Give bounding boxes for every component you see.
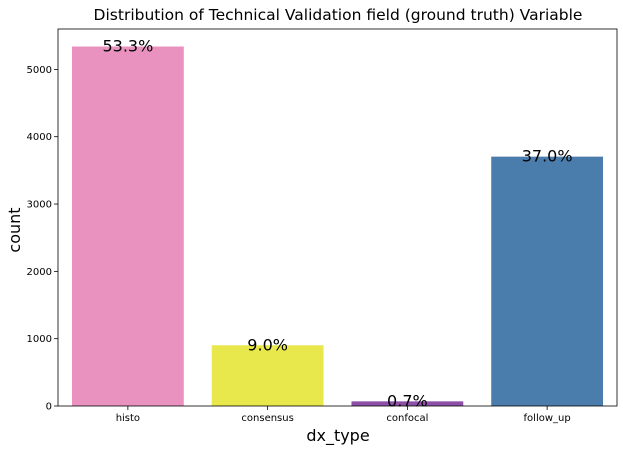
bar-histo <box>71 46 184 406</box>
y-tick-label: 0 <box>46 402 52 413</box>
plot-frame <box>57 28 618 407</box>
bar-confocal <box>351 401 464 406</box>
x-axis-label: dx_type <box>306 426 369 446</box>
x-tick-label: follow_up <box>524 413 571 424</box>
x-tick-label: confocal <box>386 413 428 424</box>
bar-consensus <box>211 345 324 406</box>
data-label-consensus: 9.0% <box>247 335 288 354</box>
y-tick-label: 5000 <box>27 65 52 76</box>
y-tick-label: 2000 <box>27 267 52 278</box>
data-label-histo: 53.3% <box>102 37 153 56</box>
x-tick-label: consensus <box>241 413 293 424</box>
y-tick-label: 1000 <box>27 334 52 345</box>
data-label-follow_up: 37.0% <box>522 147 573 166</box>
x-tick-label: histo <box>116 413 140 424</box>
chart-title: Distribution of Technical Validation fie… <box>94 6 583 24</box>
bar-follow_up <box>491 156 604 406</box>
y-tick-label: 4000 <box>27 132 52 143</box>
y-tick-label: 3000 <box>27 200 52 211</box>
y-axis-label: count <box>5 207 24 252</box>
